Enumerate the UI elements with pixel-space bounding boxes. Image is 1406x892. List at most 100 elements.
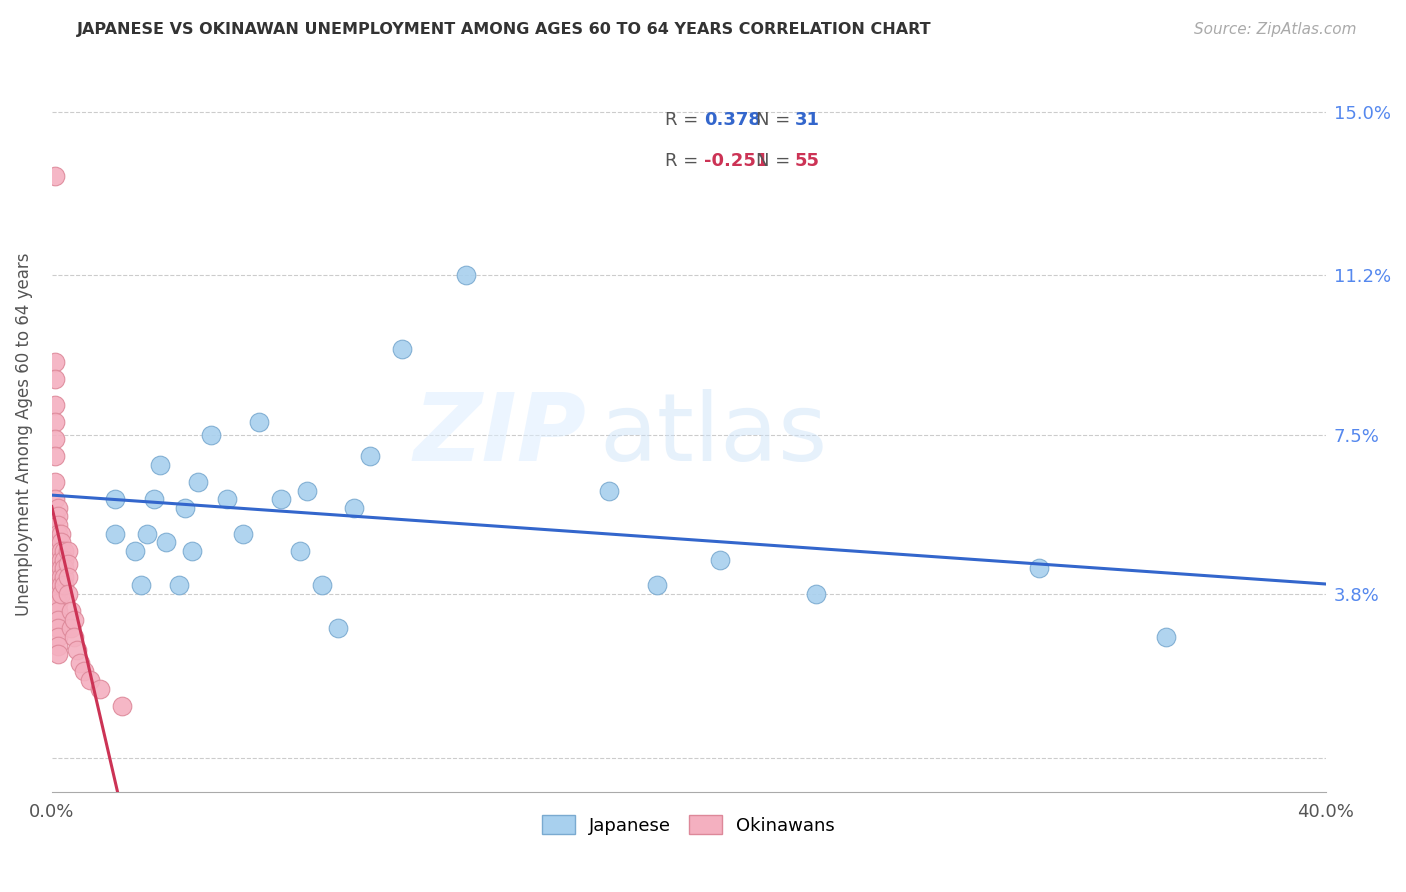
Point xyxy=(645,578,668,592)
Point xyxy=(709,552,731,566)
Text: 55: 55 xyxy=(794,153,820,170)
Point xyxy=(295,483,318,498)
Text: JAPANESE VS OKINAWAN UNEMPLOYMENT AMONG AGES 60 TO 64 YEARS CORRELATION CHART: JAPANESE VS OKINAWAN UNEMPLOYMENT AMONG … xyxy=(77,22,932,37)
Point xyxy=(63,630,86,644)
Point xyxy=(46,630,69,644)
Point xyxy=(46,526,69,541)
Point xyxy=(63,613,86,627)
Point xyxy=(232,526,254,541)
Point xyxy=(51,552,73,566)
Point xyxy=(247,415,270,429)
Point xyxy=(44,372,66,386)
Point xyxy=(46,500,69,515)
Point xyxy=(598,483,620,498)
Text: ZIP: ZIP xyxy=(413,389,586,481)
Point xyxy=(44,398,66,412)
Point xyxy=(53,552,76,566)
Point xyxy=(66,643,89,657)
Point xyxy=(51,535,73,549)
Point xyxy=(124,544,146,558)
Text: R =: R = xyxy=(665,112,704,129)
Point xyxy=(343,500,366,515)
Point xyxy=(46,647,69,661)
Point xyxy=(53,570,76,584)
Point xyxy=(311,578,333,592)
Point xyxy=(51,587,73,601)
Point xyxy=(56,557,79,571)
Point xyxy=(46,613,69,627)
Point xyxy=(53,544,76,558)
Point xyxy=(46,604,69,618)
Point xyxy=(56,587,79,601)
Point xyxy=(111,698,134,713)
Point xyxy=(44,475,66,489)
Text: Source: ZipAtlas.com: Source: ZipAtlas.com xyxy=(1194,22,1357,37)
Point xyxy=(44,449,66,463)
Point xyxy=(804,587,827,601)
Point xyxy=(200,427,222,442)
Text: N =: N = xyxy=(756,153,796,170)
Point xyxy=(155,535,177,549)
Point xyxy=(142,492,165,507)
Point xyxy=(53,578,76,592)
Point xyxy=(69,656,91,670)
Point xyxy=(328,621,350,635)
Point xyxy=(167,578,190,592)
Point xyxy=(51,570,73,584)
Point xyxy=(79,673,101,687)
Point xyxy=(46,578,69,592)
Text: N =: N = xyxy=(756,112,796,129)
Point xyxy=(129,578,152,592)
Point xyxy=(104,492,127,507)
Point xyxy=(89,681,111,696)
Text: 0.378: 0.378 xyxy=(704,112,762,129)
Point xyxy=(59,621,82,635)
Point xyxy=(46,518,69,533)
Point xyxy=(51,561,73,575)
Point xyxy=(56,544,79,558)
Point xyxy=(46,596,69,610)
Point xyxy=(72,665,94,679)
Point xyxy=(359,449,381,463)
Point xyxy=(53,561,76,575)
Point xyxy=(44,492,66,507)
Point xyxy=(1156,630,1178,644)
Point xyxy=(46,535,69,549)
Point xyxy=(174,500,197,515)
Point xyxy=(180,544,202,558)
Point xyxy=(44,432,66,446)
Text: -0.251: -0.251 xyxy=(704,153,769,170)
Point xyxy=(454,268,477,283)
Point xyxy=(56,570,79,584)
Point xyxy=(46,621,69,635)
Point xyxy=(46,509,69,524)
Legend: Japanese, Okinawans: Japanese, Okinawans xyxy=(533,805,844,844)
Point xyxy=(46,544,69,558)
Point xyxy=(46,639,69,653)
Text: R =: R = xyxy=(665,153,704,170)
Point xyxy=(51,578,73,592)
Text: atlas: atlas xyxy=(599,389,828,481)
Point xyxy=(136,526,159,541)
Point xyxy=(46,570,69,584)
Point xyxy=(46,552,69,566)
Point xyxy=(51,544,73,558)
Point xyxy=(44,354,66,368)
Point xyxy=(391,342,413,356)
Point xyxy=(44,169,66,184)
Point xyxy=(288,544,311,558)
Point xyxy=(149,458,172,472)
Point xyxy=(215,492,238,507)
Point xyxy=(44,509,66,524)
Point xyxy=(46,561,69,575)
Point xyxy=(59,604,82,618)
Point xyxy=(1028,561,1050,575)
Point xyxy=(104,526,127,541)
Text: 31: 31 xyxy=(794,112,820,129)
Point xyxy=(187,475,209,489)
Point xyxy=(46,587,69,601)
Point xyxy=(270,492,292,507)
Point xyxy=(51,526,73,541)
Point xyxy=(44,415,66,429)
Y-axis label: Unemployment Among Ages 60 to 64 years: Unemployment Among Ages 60 to 64 years xyxy=(15,253,32,616)
